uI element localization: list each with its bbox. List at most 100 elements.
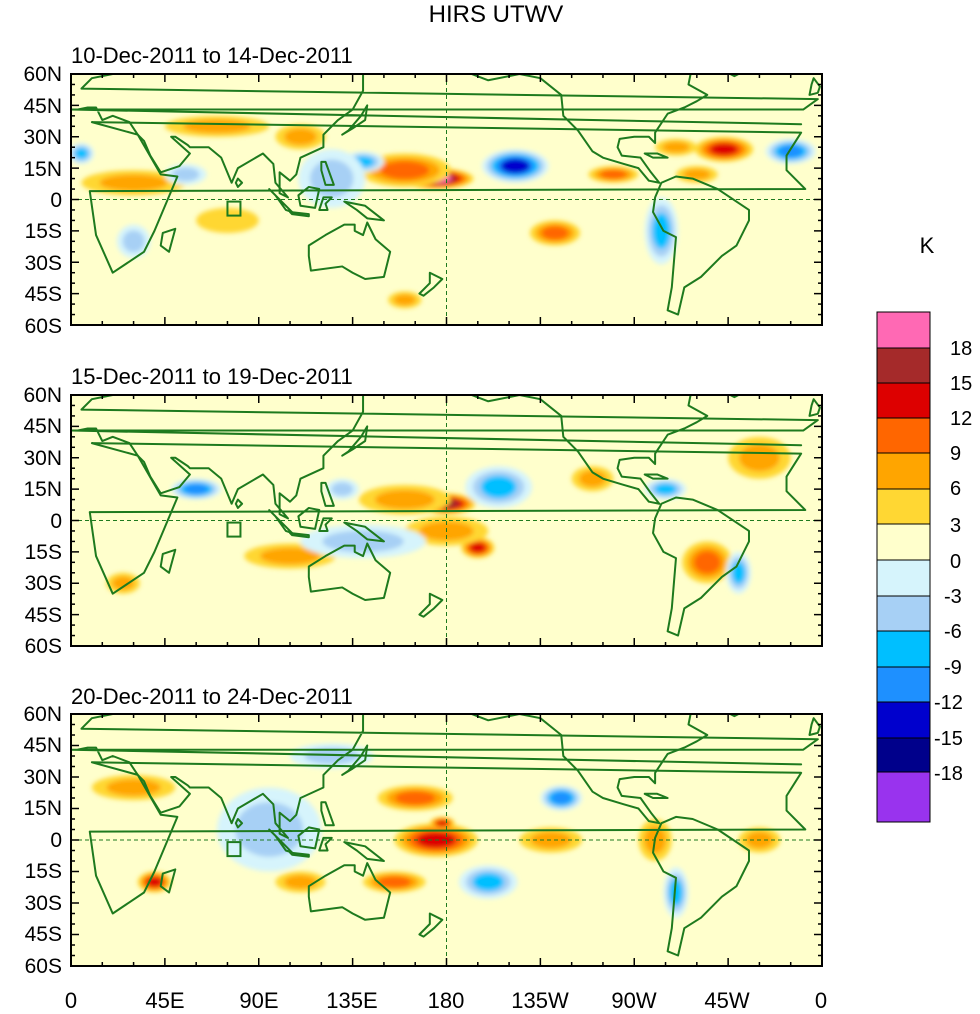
lat-label: 45S — [25, 923, 62, 946]
coastline — [234, 177, 244, 188]
anomaly-contour — [112, 576, 135, 591]
coastline — [808, 398, 821, 417]
coastline — [234, 818, 244, 829]
colorbar-label: 0 — [950, 551, 961, 573]
coastline — [88, 761, 807, 915]
coastline — [808, 77, 821, 96]
axis-ticks — [70, 713, 823, 967]
coastline — [320, 481, 335, 507]
coastline — [343, 521, 385, 543]
coastline — [297, 506, 321, 530]
anomaly-contour — [500, 158, 531, 174]
colorbar-label: -15 — [934, 728, 963, 750]
lat-labels: 60N 45N 30N 15N 0 15S 30S 45S 60S — [23, 63, 62, 338]
lat-label: 0 — [50, 829, 62, 852]
lon-label: 135W — [511, 988, 569, 1013]
lat-label: 30N — [23, 447, 62, 470]
coastline — [729, 395, 740, 399]
coastline — [418, 271, 444, 297]
coastline — [88, 121, 807, 274]
coastline — [652, 175, 750, 316]
colorbar — [876, 311, 931, 823]
lat-label: 0 — [50, 189, 62, 212]
equator-dateline-lines — [71, 74, 822, 325]
colorbar-label: 9 — [950, 443, 961, 465]
colorbar-box — [876, 452, 931, 490]
island-outline — [226, 841, 242, 858]
lat-label: 60S — [25, 315, 62, 338]
coastline — [808, 717, 821, 736]
lat-label: 60S — [25, 955, 62, 978]
coastline — [297, 185, 321, 209]
anomaly-contour — [172, 167, 200, 182]
colorbar-label: 6 — [950, 478, 961, 500]
anomaly-contour — [436, 820, 449, 827]
equator-dateline-lines — [71, 714, 822, 966]
coastline — [88, 442, 807, 595]
anomaly-contour — [669, 879, 683, 906]
coastline — [268, 188, 294, 214]
coastline — [297, 826, 321, 850]
colorbar-label: -18 — [934, 763, 963, 785]
colorbar-label: 15 — [950, 373, 972, 395]
coastline — [289, 851, 310, 858]
lat-label: 15N — [23, 797, 62, 820]
coastline — [71, 395, 819, 520]
colorbar-box — [876, 382, 931, 419]
coastline — [289, 211, 310, 218]
coastline — [318, 517, 333, 532]
coastline — [307, 221, 392, 280]
anomaly-contour — [380, 161, 430, 180]
lat-label: 45S — [25, 283, 62, 306]
colorbar-box — [876, 347, 931, 384]
lat-label: 45S — [25, 604, 62, 627]
anomaly-contour — [551, 792, 572, 804]
lon-label: 90W — [611, 988, 656, 1013]
anomaly-contour — [260, 547, 320, 565]
colorbar-box — [876, 595, 931, 632]
colorbar-box — [876, 666, 931, 703]
colorbar-box — [876, 630, 931, 668]
lat-label: 60S — [25, 635, 62, 658]
coastline — [71, 74, 819, 199]
coastline — [307, 542, 392, 601]
lat-label: 30N — [23, 126, 62, 149]
map-panel: 20-Dec-2011 to 24-Dec-2011 60N 45N 30N 1… — [23, 684, 823, 978]
coastline — [643, 792, 669, 799]
colorbar-label: 12 — [950, 408, 972, 430]
anomaly-contour — [393, 294, 416, 306]
coastline — [234, 498, 244, 509]
anomaly-contour — [710, 143, 738, 156]
coastline — [268, 828, 294, 854]
figure-title: HIRS UTWV — [429, 1, 564, 28]
coastline — [418, 592, 444, 618]
lat-label: 15S — [25, 860, 62, 883]
island-outline — [226, 200, 242, 217]
coastline — [320, 801, 335, 827]
anomaly-contour — [654, 483, 677, 495]
lat-label: 60N — [23, 703, 62, 726]
lon-label: 135E — [326, 988, 377, 1013]
colorbar-label: -12 — [934, 692, 963, 714]
lat-label: 15N — [23, 158, 62, 181]
anomaly-contour — [106, 779, 161, 796]
lat-label: 30S — [25, 252, 62, 275]
colorbar-box — [876, 523, 931, 561]
lat-label: 30N — [23, 766, 62, 789]
coastline — [652, 496, 750, 637]
anomaly-contour — [377, 876, 412, 888]
panel-title: 15-Dec-2011 to 19-Dec-2011 — [71, 364, 353, 389]
lon-labels: 0 45E 90E 135E 180 135W 90W 45W 0 — [65, 988, 827, 1013]
coastline — [71, 714, 819, 839]
anomaly-contour — [284, 875, 317, 889]
anomaly-contour — [578, 470, 607, 487]
anomaly-contour — [122, 230, 145, 253]
coastlines — [71, 714, 821, 957]
colorbar-label: -6 — [944, 621, 962, 643]
coastline — [470, 74, 709, 184]
anomaly-contour — [74, 147, 89, 160]
anomaly-contour — [331, 482, 354, 496]
colorbar-unit: K — [920, 233, 935, 258]
lat-label: 30S — [25, 572, 62, 595]
coastline — [341, 425, 369, 457]
